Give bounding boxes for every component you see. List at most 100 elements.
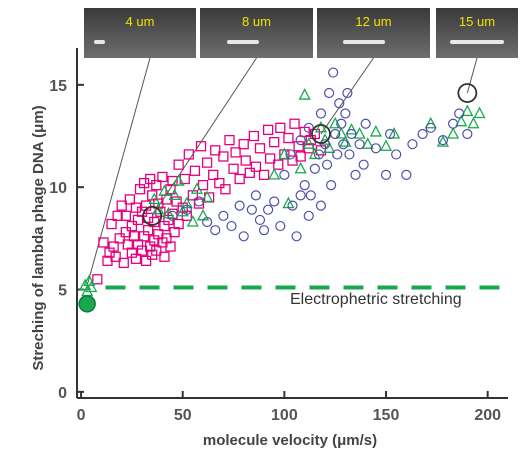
square-point (92, 274, 103, 285)
triangle-point (447, 127, 460, 139)
inset-pointer-lines (86, 57, 478, 286)
inset-image (317, 8, 430, 58)
triangle-point (388, 127, 401, 139)
triangle-point (201, 190, 214, 203)
circle-point (258, 225, 270, 236)
triangle-point (369, 125, 382, 137)
square-point (224, 134, 235, 146)
square-point (275, 122, 286, 133)
circle-point (407, 139, 418, 150)
square-point (173, 218, 184, 230)
inset-pointer (86, 57, 151, 286)
circle-point (323, 87, 335, 99)
triangle-point (379, 139, 393, 151)
square-point (110, 251, 121, 262)
triangle-point (436, 135, 450, 147)
dna-strand (343, 40, 385, 44)
highlighted-point (78, 295, 96, 313)
y-axis-title: Streching of lambda phage DNA (μm) (30, 105, 47, 370)
y-tick-label: 10 (49, 180, 67, 197)
circle-point (295, 135, 306, 146)
square-point (220, 184, 231, 195)
circle-point (326, 180, 337, 191)
square-point (171, 196, 182, 207)
square-point (143, 225, 154, 236)
square-point (118, 257, 129, 269)
circle-point (380, 169, 392, 181)
square-point (234, 173, 245, 185)
square-point (189, 165, 201, 176)
square-point (218, 151, 229, 162)
inset-label: 15 um (459, 14, 495, 29)
circle-point (167, 210, 178, 221)
square-point (264, 153, 276, 164)
y-tick-label: 5 (58, 283, 67, 300)
circle-point (303, 210, 314, 221)
circle-point (350, 169, 361, 181)
square-point (258, 169, 270, 181)
triangle-point (353, 127, 366, 139)
circle-point (263, 204, 274, 215)
inset-label: 12 um (355, 14, 391, 29)
circle-point (319, 139, 331, 150)
inset-pointer (151, 57, 257, 217)
inset-image (436, 8, 518, 58)
x-axis-title: molecule velocity (μm/s) (203, 432, 377, 449)
square-point (289, 118, 300, 129)
circle-point (360, 118, 371, 129)
x-tick-label: 0 (77, 407, 86, 424)
triangle-point (186, 215, 199, 227)
circle-point (384, 128, 396, 140)
circle-point (202, 216, 213, 228)
circle-point (340, 108, 351, 119)
square-point (283, 132, 294, 144)
square-point (173, 159, 184, 170)
circle-point (454, 108, 465, 119)
circle-point (391, 149, 402, 160)
circle-point (279, 169, 290, 181)
square-point (114, 233, 125, 244)
square-point (126, 220, 138, 232)
x-axis-ticks: 0 50 100 150 200 (77, 391, 501, 424)
square-point (151, 179, 162, 191)
circle-point (358, 159, 369, 170)
square-point (145, 173, 156, 185)
square-point (228, 163, 239, 174)
circle-point (344, 149, 355, 160)
highlighted-point (457, 83, 478, 103)
inset-image (200, 8, 313, 58)
highlighted-point (311, 124, 331, 144)
circle-point (291, 231, 302, 242)
square-point (208, 169, 219, 181)
triangle-point (148, 192, 161, 205)
triangle-point (461, 104, 474, 117)
circle-point (425, 122, 436, 133)
circle-point (462, 128, 473, 140)
square-point (140, 255, 152, 267)
triangle-point (314, 120, 328, 133)
circle-point (437, 135, 449, 146)
triangle-point (361, 137, 374, 149)
inset-label: 8 um (242, 14, 271, 29)
square-point (151, 245, 162, 256)
square-point (293, 141, 304, 152)
x-tick-label: 150 (373, 407, 400, 424)
square-point (254, 143, 266, 154)
triangle-point (339, 135, 352, 147)
square-point (183, 149, 194, 160)
square-point (98, 237, 109, 248)
circle-point (285, 149, 296, 160)
circle-point (193, 196, 205, 207)
square-point (147, 190, 158, 201)
triangle-point (278, 147, 291, 160)
circle-point (315, 108, 327, 119)
square-point (159, 251, 170, 262)
y-tick-label: 0 (58, 385, 67, 402)
square-point (157, 171, 168, 183)
circle-point (287, 200, 298, 211)
circle-point (246, 204, 257, 215)
triangle-point (298, 88, 311, 100)
circle-point (448, 118, 459, 129)
circle-point (269, 196, 280, 207)
circle-point (346, 128, 357, 140)
